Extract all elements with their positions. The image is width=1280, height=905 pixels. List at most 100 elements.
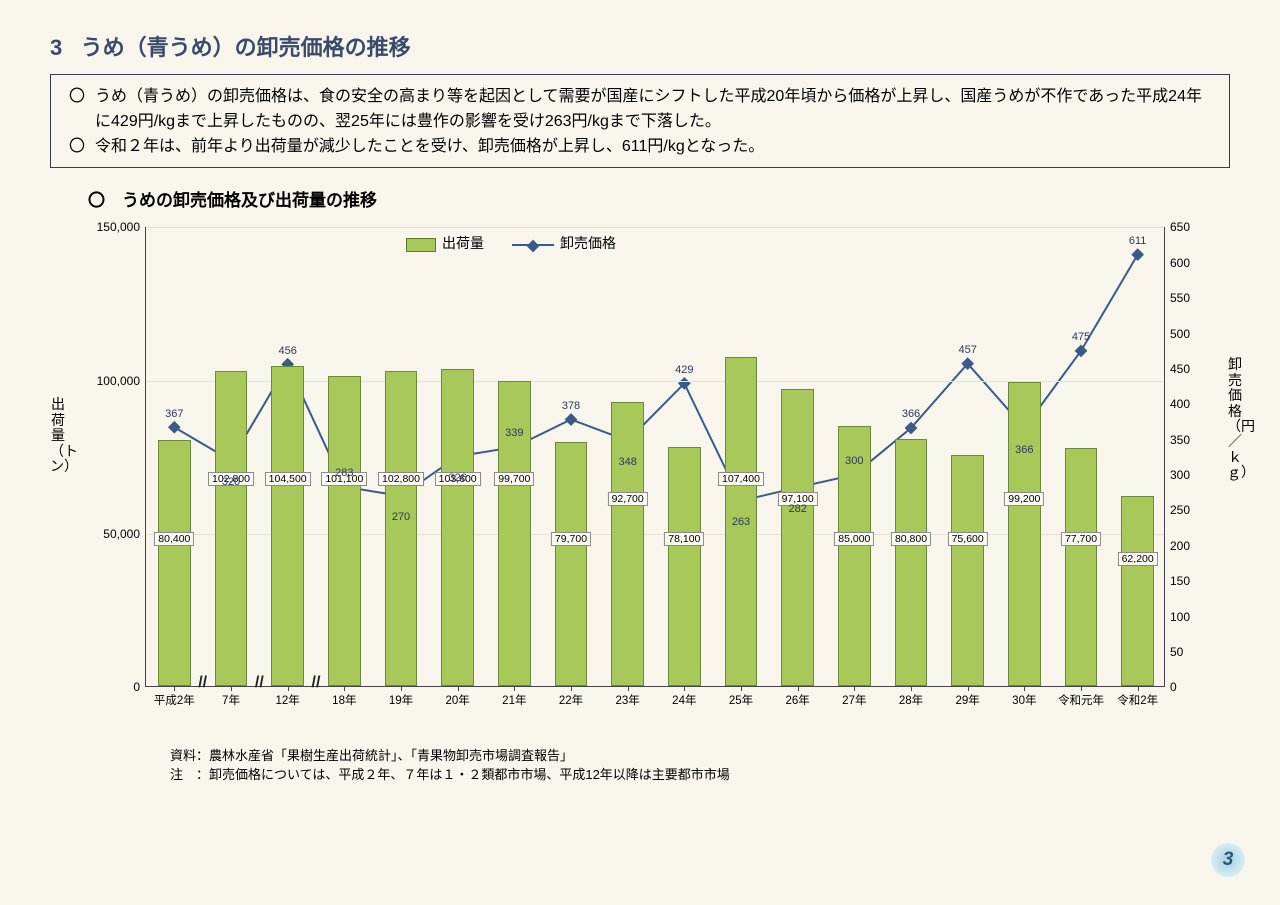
xtick: 26年 — [786, 686, 810, 708]
xtick: 20年 — [446, 686, 470, 708]
price-label: 320 — [222, 476, 240, 488]
page-number: 3 — [1211, 843, 1245, 877]
section-heading: うめ（青うめ）の卸売価格の推移 — [81, 35, 411, 60]
price-label: 367 — [165, 408, 183, 420]
bar-value-label: 78,100 — [664, 532, 704, 546]
ytick-right: 350 — [1164, 433, 1204, 447]
price-label: 282 — [788, 503, 806, 515]
section-number: 3 — [50, 35, 62, 60]
ytick-right: 550 — [1164, 291, 1204, 305]
price-label: 366 — [902, 408, 920, 420]
bar — [895, 439, 928, 687]
xtick: 27年 — [842, 686, 866, 708]
ytick-right: 300 — [1164, 468, 1204, 482]
price-label: 263 — [732, 516, 750, 528]
xtick: 平成2年 — [154, 686, 195, 708]
bar-value-label: 80,800 — [891, 532, 931, 546]
bar — [328, 376, 361, 686]
bar — [555, 442, 588, 686]
bar-value-label: 79,700 — [551, 532, 591, 546]
xtick: 21年 — [502, 686, 526, 708]
price-label: 429 — [675, 364, 693, 376]
ytick-left: 50,000 — [86, 527, 146, 541]
xtick: 19年 — [389, 686, 413, 708]
plot-area: 出荷量 卸売価格 050,000100,000150,0000501001502… — [145, 227, 1165, 687]
bar-value-label: 62,200 — [1118, 552, 1158, 566]
xtick: 28年 — [899, 686, 923, 708]
summary-box: 〇うめ（青うめ）の卸売価格は、食の安全の高まり等を起因として需要が国産にシフトし… — [50, 74, 1230, 168]
bar-value-label: 80,400 — [154, 532, 194, 546]
xtick: 29年 — [956, 686, 980, 708]
bar — [385, 371, 418, 686]
xtick: 25年 — [729, 686, 753, 708]
ytick-right: 400 — [1164, 397, 1204, 411]
bar-value-label: 104,500 — [265, 472, 311, 486]
bar — [668, 447, 701, 687]
xtick: 23年 — [616, 686, 640, 708]
bar — [611, 402, 644, 686]
xtick: 24年 — [672, 686, 696, 708]
xtick: 12年 — [276, 686, 300, 708]
xtick: 令和2年 — [1117, 686, 1158, 708]
ytick-left: 100,000 — [86, 374, 146, 388]
bar — [1065, 448, 1098, 686]
ytick-right: 0 — [1164, 680, 1204, 694]
ytick-left: 150,000 — [86, 220, 146, 234]
xtick: 30年 — [1012, 686, 1036, 708]
price-label: 283 — [335, 467, 353, 479]
price-label: 611 — [1129, 235, 1147, 247]
ytick-left: 0 — [86, 680, 146, 694]
bar-value-label: 99,700 — [494, 472, 534, 486]
price-label: 457 — [958, 344, 976, 356]
bar — [781, 389, 814, 687]
price-label: 366 — [1015, 444, 1033, 456]
bar — [441, 369, 474, 687]
bar-value-label: 107,400 — [718, 472, 764, 486]
bar — [1121, 496, 1154, 687]
xtick: 令和元年 — [1058, 686, 1104, 708]
axis-break: // — [198, 674, 207, 692]
footnote-note: 注 ：卸売価格については、平成２年、７年は１・２類都市市場、平成12年以降は主要… — [170, 766, 1230, 784]
bar-value-label: 75,600 — [948, 532, 988, 546]
xtick: 22年 — [559, 686, 583, 708]
bar — [951, 455, 984, 687]
ytick-right: 650 — [1164, 220, 1204, 234]
left-axis-label: 出荷量（トン） — [50, 397, 66, 474]
summary-bullet-2: 令和２年は、前年より出荷量が減少したことを受け、卸売価格が上昇し、611円/kg… — [95, 135, 1211, 160]
price-label: 270 — [392, 511, 410, 523]
bar-value-label: 99,200 — [1004, 492, 1044, 506]
bar — [1008, 382, 1041, 686]
ytick-right: 600 — [1164, 256, 1204, 270]
bar-value-label: 102,800 — [378, 472, 424, 486]
axis-break: // — [255, 674, 264, 692]
footnote-source: 資料：農林水産省「果樹生産出荷統計」、「青果物卸売市場調査報告」 — [170, 747, 1230, 765]
price-label: 339 — [505, 427, 523, 439]
ytick-right: 100 — [1164, 610, 1204, 624]
price-label: 348 — [618, 456, 636, 468]
bar — [158, 440, 191, 687]
ytick-right: 500 — [1164, 327, 1204, 341]
footnotes: 資料：農林水産省「果樹生産出荷統計」、「青果物卸売市場調査報告」 注 ：卸売価格… — [170, 747, 1230, 783]
price-label: 475 — [1072, 331, 1090, 343]
axis-break: // — [312, 674, 321, 692]
price-label: 456 — [278, 345, 296, 357]
xtick: 7年 — [222, 686, 240, 708]
xtick: 18年 — [332, 686, 356, 708]
bar-value-label: 77,700 — [1061, 532, 1101, 546]
ytick-right: 250 — [1164, 503, 1204, 517]
summary-bullet-1: うめ（青うめ）の卸売価格は、食の安全の高まり等を起因として需要が国産にシフトした… — [95, 85, 1211, 135]
price-label: 300 — [845, 455, 863, 467]
ytick-right: 200 — [1164, 539, 1204, 553]
bar-value-label: 85,000 — [834, 532, 874, 546]
section-title: 3 うめ（青うめ）の卸売価格の推移 — [50, 30, 1230, 62]
price-label: 378 — [562, 400, 580, 412]
ytick-right: 150 — [1164, 574, 1204, 588]
bar — [215, 371, 248, 686]
chart: 出荷量（トン） 卸売価格（円／ｋｇ） 出荷量 卸売価格 050,000100,0… — [55, 217, 1225, 737]
price-label: 326 — [448, 472, 466, 484]
right-axis-label: 卸売価格（円／ｋｇ） — [1227, 357, 1243, 480]
bar — [271, 366, 304, 686]
ytick-right: 450 — [1164, 362, 1204, 376]
chart-subtitle: 〇 うめの卸売価格及び出荷量の推移 — [88, 186, 1230, 211]
ytick-right: 50 — [1164, 645, 1204, 659]
